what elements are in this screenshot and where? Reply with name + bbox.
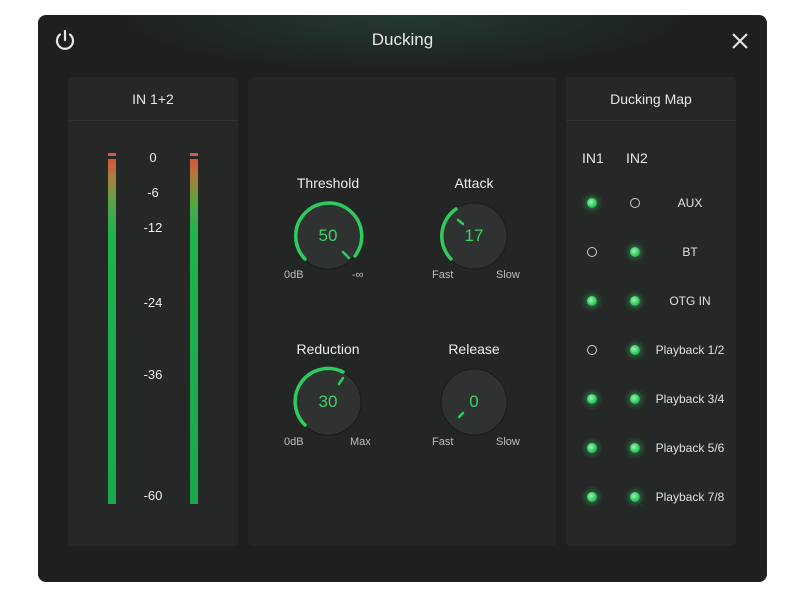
knob-dial <box>293 366 362 436</box>
attack-knob[interactable]: 17 <box>429 191 519 281</box>
window-title: Ducking <box>371 30 434 49</box>
source-label: Playback 3/4 <box>655 392 725 406</box>
source-label: Playback 1/2 <box>655 343 725 357</box>
release-knob[interactable]: 0 <box>429 357 519 447</box>
attack-min-label: Fast <box>432 269 454 281</box>
threshold-knob[interactable]: 50 <box>283 191 373 281</box>
meter-fill <box>190 159 198 504</box>
route-toggle-in2[interactable] <box>630 296 640 306</box>
route-toggle-in1[interactable] <box>587 198 597 208</box>
reduction-min-label: 0dB <box>284 436 304 448</box>
route-toggle-in2[interactable] <box>630 345 640 355</box>
route-toggle-in1[interactable] <box>587 345 597 355</box>
route-toggle-in1[interactable] <box>587 394 597 404</box>
column-header-in2: IN2 <box>626 150 648 166</box>
ducking-map-title: Ducking Map <box>566 77 736 121</box>
source-label: AUX <box>677 196 703 210</box>
meter-title: IN 1+2 <box>68 77 238 121</box>
scale-label: 0 <box>149 150 157 165</box>
reduction-max-label: Max <box>350 436 371 448</box>
scale-label: -6 <box>147 185 159 200</box>
route-toggle-in2[interactable] <box>630 247 640 257</box>
source-label: Playback 5/6 <box>655 441 725 455</box>
meter-fill <box>108 159 116 504</box>
scale-label: -12 <box>143 220 163 235</box>
column-header-in1: IN1 <box>582 150 604 166</box>
route-toggle-in2[interactable] <box>630 443 640 453</box>
ducking-map-panel: Ducking Map IN1 IN2 AUX BT OTG IN Playback … <box>566 77 736 546</box>
peak-indicator <box>108 153 116 156</box>
reduction-value: 30 <box>318 392 338 411</box>
input-meter-panel: IN 1+2 0 -6 -12 -24 -36 -60 <box>68 77 238 546</box>
threshold-max-label: -∞ <box>352 269 364 281</box>
route-toggle-in2[interactable] <box>630 394 640 404</box>
attack-title: Attack <box>454 175 494 191</box>
route-toggle-in2[interactable] <box>630 492 640 502</box>
power-icon <box>55 29 75 50</box>
release-max-label: Slow <box>496 436 520 448</box>
route-toggle-in1[interactable] <box>587 492 597 502</box>
knob-dial <box>294 201 364 270</box>
attack-max-label: Slow <box>496 269 520 281</box>
ducking-window: Ducking IN 1+2 0 -6 -12 -24 -36 -60 Thre… <box>38 15 767 582</box>
power-button[interactable] <box>52 27 78 53</box>
reduction-knob[interactable]: 30 <box>283 357 373 447</box>
source-label: BT <box>682 245 698 259</box>
meter-bar-left <box>108 153 116 504</box>
source-label: Playback 7/8 <box>655 490 725 504</box>
threshold-title: Threshold <box>296 175 360 191</box>
scale-label: -24 <box>143 295 163 310</box>
release-min-label: Fast <box>432 436 454 448</box>
release-title: Release <box>448 341 500 357</box>
scale-label: -36 <box>143 367 163 382</box>
reduction-title: Reduction <box>296 341 360 357</box>
meter-bar-right <box>190 153 198 504</box>
threshold-min-label: 0dB <box>284 269 304 281</box>
route-toggle-in1[interactable] <box>587 247 597 257</box>
threshold-value: 50 <box>318 226 338 245</box>
peak-indicator <box>190 153 198 156</box>
knob-dial <box>440 368 508 436</box>
release-value: 0 <box>469 392 479 411</box>
route-toggle-in1[interactable] <box>587 296 597 306</box>
controls-panel: Threshold 50 0dB -∞ Attack 17 Fast Slow … <box>248 77 556 546</box>
scale-label: -60 <box>143 488 163 503</box>
close-icon <box>732 33 748 49</box>
attack-value: 17 <box>464 226 484 245</box>
route-toggle-in1[interactable] <box>587 443 597 453</box>
route-toggle-in2[interactable] <box>630 198 640 208</box>
close-button[interactable] <box>728 29 752 53</box>
source-label: OTG IN <box>669 294 711 308</box>
knob-dial <box>440 202 508 270</box>
